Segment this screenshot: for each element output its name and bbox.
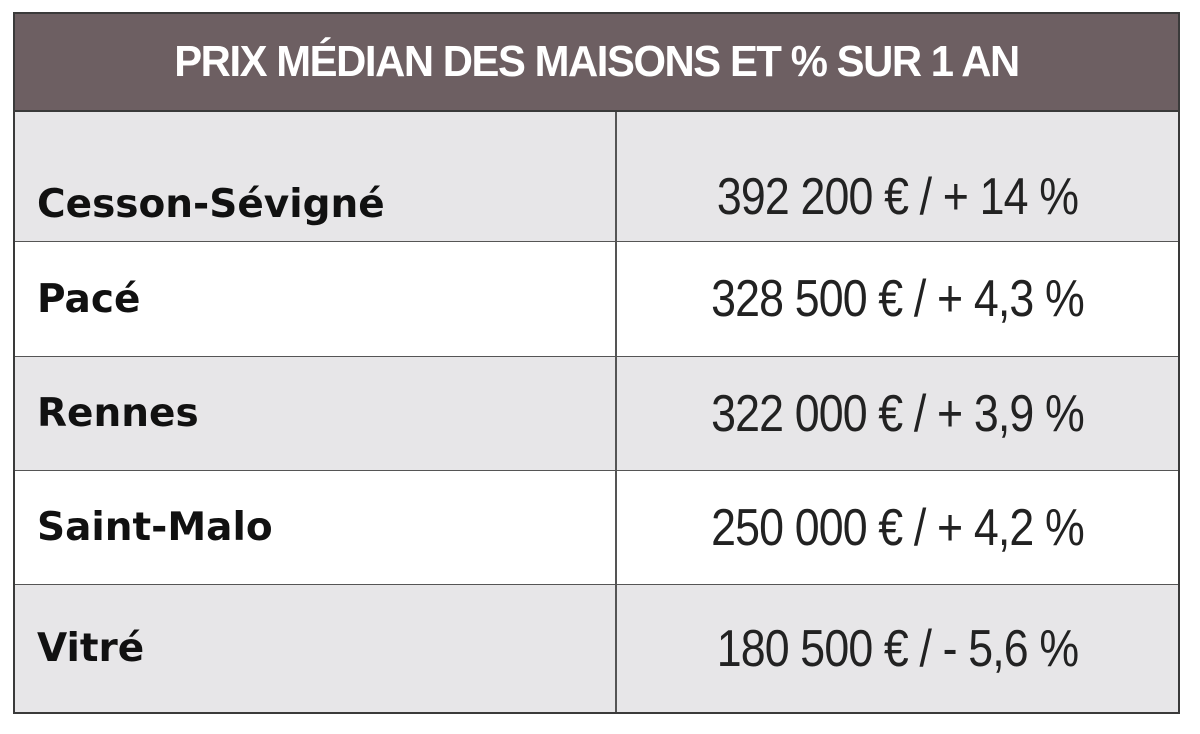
table-header: PRIX MÉDIAN DES MAISONS ET % SUR 1 AN — [15, 14, 1178, 112]
table-title: PRIX MÉDIAN DES MAISONS ET % SUR 1 AN — [174, 37, 1020, 86]
value-cell: 322 000 € / + 3,9 % — [711, 384, 1085, 443]
city-cell: Saint-Malo — [15, 471, 617, 584]
city-cell: Cesson-Sévigné — [15, 112, 617, 241]
city-cell: Vitré — [15, 585, 617, 712]
table-row: Pacé 328 500 € / + 4,3 % — [15, 242, 1178, 357]
value-cell: 392 200 € / + 14 % — [716, 168, 1079, 226]
table-row: Saint-Malo 250 000 € / + 4,2 % — [15, 471, 1178, 585]
table-row: Vitré 180 500 € / - 5,6 % — [15, 585, 1178, 712]
table-row: Rennes 322 000 € / + 3,9 % — [15, 357, 1178, 471]
table-row: Cesson-Sévigné 392 200 € / + 14 % — [15, 112, 1178, 242]
value-cell: 180 500 € / - 5,6 % — [716, 619, 1079, 678]
city-cell: Pacé — [15, 242, 617, 356]
city-cell: Rennes — [15, 357, 617, 470]
value-cell: 328 500 € / + 4,3 % — [711, 270, 1085, 328]
price-table: PRIX MÉDIAN DES MAISONS ET % SUR 1 AN Ce… — [13, 12, 1180, 714]
value-cell: 250 000 € / + 4,2 % — [711, 498, 1085, 557]
